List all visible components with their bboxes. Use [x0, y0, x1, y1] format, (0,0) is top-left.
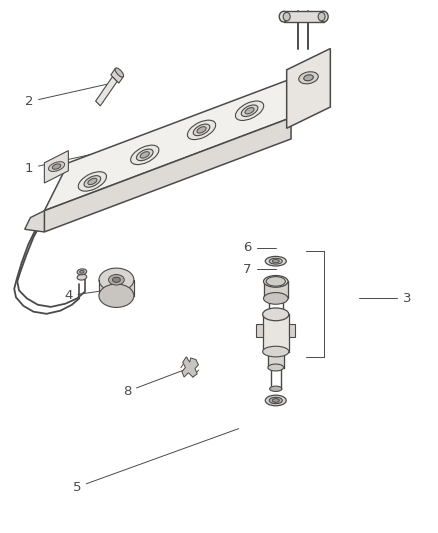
Ellipse shape [197, 127, 206, 133]
Ellipse shape [264, 276, 288, 287]
Ellipse shape [88, 178, 97, 184]
Ellipse shape [52, 164, 61, 169]
Ellipse shape [245, 108, 254, 114]
Text: 2: 2 [25, 95, 33, 108]
Ellipse shape [77, 269, 87, 275]
Ellipse shape [264, 293, 288, 304]
Ellipse shape [265, 256, 286, 266]
Text: 4: 4 [64, 289, 73, 302]
Polygon shape [44, 118, 291, 232]
Ellipse shape [99, 284, 134, 308]
Text: 7: 7 [243, 263, 251, 276]
Ellipse shape [263, 308, 289, 321]
Ellipse shape [266, 277, 286, 286]
Polygon shape [44, 151, 68, 183]
Polygon shape [25, 211, 44, 232]
Polygon shape [95, 77, 117, 106]
Ellipse shape [137, 149, 153, 160]
Ellipse shape [304, 75, 313, 81]
Text: 6: 6 [243, 241, 251, 254]
Polygon shape [44, 70, 315, 211]
Polygon shape [99, 280, 134, 296]
Ellipse shape [283, 12, 290, 21]
Ellipse shape [193, 124, 210, 136]
Ellipse shape [265, 395, 286, 406]
Ellipse shape [269, 397, 283, 403]
Ellipse shape [99, 268, 134, 292]
Ellipse shape [263, 346, 289, 357]
Ellipse shape [49, 161, 65, 172]
Polygon shape [182, 357, 198, 377]
Ellipse shape [319, 11, 328, 22]
Ellipse shape [268, 364, 284, 371]
Text: 1: 1 [25, 161, 33, 175]
Polygon shape [287, 49, 330, 128]
Ellipse shape [140, 152, 149, 158]
Ellipse shape [109, 274, 124, 285]
Polygon shape [289, 324, 295, 337]
Polygon shape [111, 68, 124, 83]
Ellipse shape [84, 176, 101, 187]
Polygon shape [264, 281, 288, 298]
Ellipse shape [131, 145, 159, 165]
Ellipse shape [113, 277, 120, 282]
Ellipse shape [77, 274, 87, 280]
Ellipse shape [279, 11, 288, 22]
Polygon shape [263, 314, 289, 352]
Ellipse shape [80, 270, 84, 273]
Polygon shape [256, 324, 263, 337]
Ellipse shape [318, 12, 325, 21]
Ellipse shape [299, 72, 318, 84]
Text: 3: 3 [403, 292, 411, 305]
Ellipse shape [115, 68, 124, 77]
Ellipse shape [270, 386, 282, 391]
Polygon shape [284, 11, 324, 22]
Ellipse shape [269, 259, 283, 264]
Ellipse shape [236, 101, 264, 120]
Text: 5: 5 [73, 481, 81, 494]
Ellipse shape [272, 260, 279, 263]
Ellipse shape [187, 120, 215, 140]
Ellipse shape [241, 105, 258, 117]
Text: 8: 8 [123, 385, 131, 398]
Ellipse shape [272, 399, 279, 402]
Ellipse shape [78, 172, 106, 191]
Polygon shape [268, 352, 284, 368]
